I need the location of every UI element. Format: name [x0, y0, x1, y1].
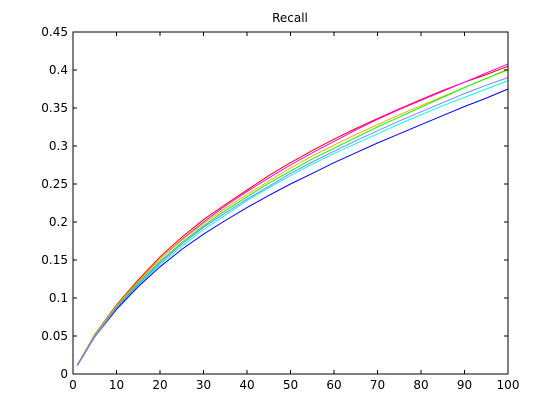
y-tick-label: 0.35 — [41, 101, 68, 115]
y-tick-label: 0.4 — [49, 63, 68, 77]
y-tick-label: 0.3 — [49, 139, 68, 153]
x-tick-label: 30 — [196, 378, 211, 392]
x-tick-label: 0 — [69, 378, 77, 392]
y-tick-label: 0.45 — [41, 25, 68, 39]
x-tick-label: 70 — [370, 378, 385, 392]
x-tick-label: 100 — [497, 378, 520, 392]
plot-frame — [72, 31, 509, 375]
y-tick-label: 0 — [60, 367, 68, 381]
series-line-6 — [76, 88, 509, 366]
series-line-3 — [76, 69, 509, 366]
x-tick-label: 50 — [283, 378, 298, 392]
y-tick-label: 0.25 — [41, 177, 68, 191]
chart-title: Recall — [272, 11, 308, 25]
y-tick-label: 0.15 — [41, 253, 68, 267]
x-tick-label: 20 — [152, 378, 167, 392]
x-tick-label: 90 — [457, 378, 472, 392]
x-tick-label: 60 — [326, 378, 341, 392]
x-tick-label: 10 — [109, 378, 124, 392]
axis-layer: 0 10 20 30 40 50 60 70 80 90 100 0 0.05 0.1 0.15 0.2 0.2… — [41, 25, 519, 392]
series-line-5 — [76, 80, 509, 366]
x-tick-label: 40 — [239, 378, 254, 392]
series-line-7 — [76, 77, 509, 366]
series-line-2 — [76, 63, 509, 366]
y-tick-label: 0.1 — [49, 291, 68, 305]
y-tick-label: 0.05 — [41, 329, 68, 343]
x-tick-label: 80 — [413, 378, 428, 392]
series-layer — [76, 63, 509, 366]
series-line-4 — [76, 68, 509, 366]
y-tick-label: 0.2 — [49, 215, 68, 229]
series-line-1 — [76, 65, 509, 366]
